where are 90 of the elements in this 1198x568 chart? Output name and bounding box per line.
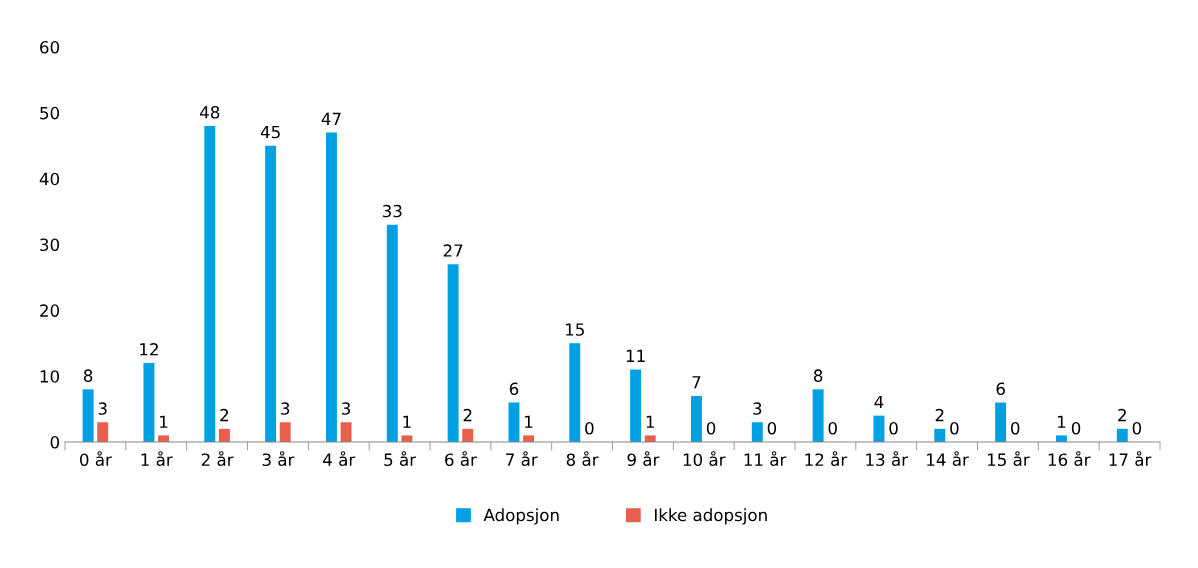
data-label: 48 <box>199 106 220 119</box>
data-label: 33 <box>382 204 402 218</box>
data-label: 1 <box>403 415 411 428</box>
data-label: 0 <box>585 422 594 435</box>
data-label: 1 <box>525 415 533 428</box>
data-label: 15 <box>566 323 584 336</box>
y-tick-label: 20 <box>40 304 60 317</box>
y-tick-label: 0 <box>50 435 60 449</box>
data-label: 45 <box>260 125 280 139</box>
x-tick-label: 4 år <box>323 451 356 467</box>
bar <box>1116 428 1128 442</box>
bar <box>325 132 337 442</box>
data-label: 8 <box>83 369 93 382</box>
x-tick-label: 12 år <box>805 451 848 467</box>
data-label: 0 <box>1132 422 1142 435</box>
data-label: 3 <box>342 402 351 415</box>
data-label: 7 <box>692 376 701 389</box>
x-tick-label: 15 år <box>987 451 1030 467</box>
data-label: 0 <box>1011 422 1020 435</box>
bar <box>82 389 94 442</box>
bar <box>386 224 398 442</box>
data-label: 4 <box>874 395 884 409</box>
data-label: 12 <box>140 343 158 356</box>
data-label: 3 <box>281 402 290 415</box>
legend-label: Adopsjon <box>483 508 559 525</box>
x-tick-label: 1 år <box>141 451 173 467</box>
data-label: 2 <box>1118 408 1126 422</box>
y-tick-label: 60 <box>40 40 60 54</box>
data-label: 0 <box>889 422 898 435</box>
x-tick-label: 3 år <box>262 451 295 467</box>
y-tick-label: 30 <box>40 238 60 252</box>
bar <box>523 435 535 442</box>
bar <box>690 395 702 442</box>
data-label: 11 <box>626 349 645 362</box>
data-label: 0 <box>828 422 837 435</box>
data-label: 8 <box>813 369 823 382</box>
bar <box>447 264 459 442</box>
data-label: 3 <box>98 402 107 415</box>
data-label: 27 <box>443 244 463 257</box>
bar <box>218 428 230 442</box>
bar <box>340 422 352 442</box>
x-tick-label: 9 år <box>627 451 660 467</box>
bar <box>508 402 520 442</box>
legend-label: Ikke adopsjon <box>655 508 767 525</box>
x-tick-label: 13 år <box>866 451 909 467</box>
bar <box>630 369 642 442</box>
x-tick-label: 5 år <box>384 451 417 467</box>
bar <box>751 422 763 442</box>
bar <box>995 402 1007 442</box>
x-tick-label: 6 år <box>445 451 477 467</box>
x-tick-label: 11 år <box>744 451 787 467</box>
x-tick-label: 7 år <box>506 451 538 467</box>
bar <box>143 363 155 442</box>
data-label: 6 <box>996 382 1005 396</box>
data-label: 1 <box>160 415 168 428</box>
bar <box>279 422 291 442</box>
y-tick-label: 10 <box>40 370 60 383</box>
x-tick-label: 10 år <box>683 451 726 467</box>
x-tick-label: 14 år <box>927 451 969 467</box>
bar <box>644 435 656 442</box>
y-tick-label: 50 <box>40 106 60 120</box>
bar <box>462 428 474 442</box>
bar <box>204 126 216 442</box>
bar <box>812 389 824 442</box>
data-label: 0 <box>706 422 716 435</box>
data-label: 47 <box>321 112 341 125</box>
x-tick-label: 0 år <box>80 451 112 467</box>
data-label: 2 <box>935 408 944 422</box>
bar <box>401 435 413 442</box>
data-label: 1 <box>646 415 654 428</box>
bar <box>265 145 277 442</box>
bar <box>1055 435 1067 442</box>
x-tick-label: 2 år <box>201 451 234 467</box>
data-label: 6 <box>509 382 519 396</box>
data-label: 0 <box>767 422 777 435</box>
bar <box>934 428 946 442</box>
data-label: 2 <box>220 408 229 422</box>
x-tick-label: 17 år <box>1109 451 1152 467</box>
data-label: 0 <box>950 422 959 435</box>
bar <box>873 415 885 442</box>
data-label: 3 <box>753 402 762 415</box>
data-label: 0 <box>1071 422 1081 435</box>
bar <box>158 435 170 442</box>
x-tick-label: 8 år <box>566 451 599 467</box>
y-tick-label: 40 <box>39 172 60 186</box>
bar <box>97 422 109 442</box>
x-tick-label: 16 år <box>1048 451 1091 467</box>
data-label: 1 <box>1057 415 1066 428</box>
bar <box>569 343 581 442</box>
data-label: 2 <box>463 408 472 422</box>
